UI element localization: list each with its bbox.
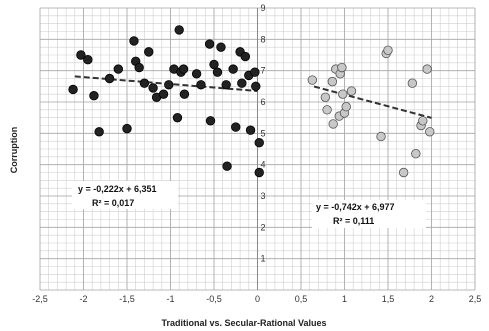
- data-point-light: [307, 75, 318, 85]
- data-point-dark: [251, 81, 261, 92]
- data-point-dark: [245, 125, 256, 135]
- data-point-dark: [164, 80, 174, 90]
- y-tick-label: 1: [261, 254, 266, 264]
- y-axis: 1 2 3 4 5 6 7 8 9: [257, 3, 266, 290]
- data-point-dark: [250, 67, 260, 77]
- data-point-light: [425, 127, 435, 137]
- data-point-dark: [172, 112, 183, 123]
- data-point-light: [411, 148, 421, 159]
- y-tick-label: 5: [261, 128, 266, 138]
- data-point-dark: [104, 73, 115, 84]
- data-point-dark: [68, 84, 78, 95]
- data-point-dark: [204, 39, 215, 49]
- r-squared-left: R² = 0,017: [92, 198, 134, 208]
- data-point-light: [398, 167, 409, 178]
- data-point-light: [383, 45, 393, 56]
- y-tick-label: 9: [261, 3, 266, 13]
- data-point-dark: [134, 62, 144, 73]
- data-point-dark: [174, 25, 184, 35]
- data-point-dark: [83, 55, 93, 65]
- data-point-light: [337, 62, 347, 73]
- x-axis-ticks: -2,5 -2 -1,5 -1 -0,5 0 0,5 1 1,5 2 2,5: [32, 294, 481, 304]
- data-point-dark: [89, 91, 99, 101]
- data-point-light: [327, 76, 338, 87]
- annotation-box-left: [72, 181, 178, 209]
- annotation-box-right: [312, 200, 426, 228]
- x-tick-label: -1,5: [119, 294, 135, 304]
- data-point-dark: [237, 78, 247, 88]
- data-point-dark: [148, 83, 158, 93]
- trendline-right: [313, 85, 432, 119]
- x-tick-label: -2,5: [32, 294, 48, 304]
- x-tick-label: -2: [79, 294, 87, 304]
- data-point-dark: [228, 64, 238, 74]
- x-tick-label: 1: [342, 294, 347, 304]
- x-tick-label: 0: [255, 294, 260, 304]
- data-point-light: [338, 89, 348, 99]
- data-point-light: [376, 131, 386, 142]
- data-point-light: [422, 64, 432, 74]
- data-point-dark: [144, 47, 154, 57]
- data-point-dark: [240, 51, 251, 62]
- data-point-dark: [209, 59, 219, 70]
- data-point-dark: [139, 78, 150, 88]
- y-tick-label: 2: [261, 222, 266, 232]
- data-point-dark: [113, 64, 124, 74]
- y-axis-title: Corruption: [9, 127, 19, 174]
- data-point-dark: [94, 127, 104, 137]
- data-point-dark: [212, 67, 223, 77]
- x-tick-label: 2,5: [469, 294, 482, 304]
- data-point-dark: [196, 80, 206, 90]
- x-tick-label: 2: [429, 294, 434, 304]
- regression-annotations: y = -0,222x + 6,351 R² = 0,017 y = -0,74…: [72, 181, 426, 228]
- y-tick-label: 8: [261, 34, 266, 44]
- x-tick-label: -1: [166, 294, 174, 304]
- x-tick-label: 1,5: [382, 294, 395, 304]
- data-point-light: [320, 92, 331, 103]
- equation-left: y = -0,222x + 6,351: [78, 184, 157, 194]
- x-tick-label: -0,5: [206, 294, 222, 304]
- data-point-dark: [254, 138, 264, 148]
- data-point-dark: [179, 89, 190, 99]
- data-point-dark: [222, 161, 232, 171]
- data-point-dark: [254, 167, 264, 178]
- r-squared-right: R² = 0,111: [333, 216, 374, 226]
- data-point-dark: [205, 116, 216, 126]
- data-point-light: [341, 101, 351, 112]
- data-point-dark: [221, 80, 231, 90]
- y-tick-label: 6: [261, 97, 266, 107]
- data-point-dark: [191, 69, 202, 79]
- data-point-light: [418, 116, 428, 126]
- y-tick-label: 3: [261, 191, 266, 201]
- data-point-light: [328, 119, 338, 129]
- data-point-light: [346, 86, 357, 96]
- y-tick-label: 7: [261, 66, 266, 76]
- equation-right: y = -0,742x + 6,977: [316, 202, 395, 212]
- data-point-dark: [76, 50, 86, 60]
- data-point-light: [322, 105, 332, 115]
- data-point-dark: [129, 36, 139, 46]
- data-point-dark: [158, 89, 169, 99]
- data-point-dark: [178, 64, 189, 74]
- data-point-dark: [216, 42, 226, 52]
- data-points: [68, 25, 435, 178]
- x-tick-label: 0,5: [295, 294, 308, 304]
- data-point-dark: [122, 123, 132, 134]
- y-tick-label: 4: [261, 160, 266, 170]
- x-axis-title: Traditional vs. Secular-Rational Values: [161, 318, 326, 328]
- data-point-light: [407, 78, 418, 88]
- data-point-dark: [231, 122, 241, 132]
